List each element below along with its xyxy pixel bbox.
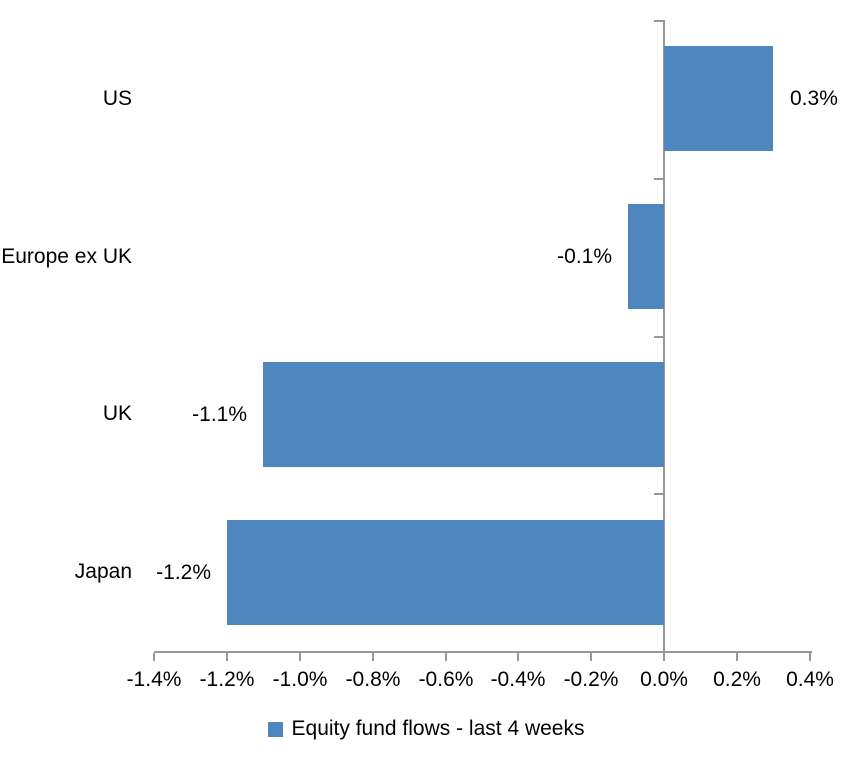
x-tick-label: 0.0% [640,668,688,691]
x-tick-mark [809,653,811,661]
category-label: US [102,87,132,110]
bar-value-label: 0.3% [790,87,838,110]
x-tick-mark [663,653,665,661]
bar [263,362,664,467]
bar [628,204,664,309]
bar-value-label: -1.2% [156,561,211,584]
category-label: Japan [74,560,132,583]
x-tick-label: -0.8% [345,668,401,691]
bar [227,520,664,625]
category-label: UK [102,402,132,425]
x-tick-label: -0.2% [563,668,619,691]
category-axis-line [663,20,665,660]
x-tick-mark [153,653,155,661]
x-tick-label: -1.2% [199,668,255,691]
bar-value-label: -1.1% [192,403,247,426]
x-tick-mark [736,653,738,661]
category-tick-mark [654,336,663,338]
x-tick-mark [517,653,519,661]
x-tick-mark [226,653,228,661]
x-tick-mark [299,653,301,661]
x-tick-mark [590,653,592,661]
value-axis-line [154,651,812,653]
legend: Equity fund flows - last 4 weeks [0,716,852,742]
x-tick-label: 0.4% [786,668,834,691]
category-tick-mark [654,20,663,22]
legend-series-label: Equity fund flows - last 4 weeks [291,717,585,740]
bar [664,46,773,151]
x-tick-mark [445,653,447,661]
category-label: Europe ex UK [1,245,132,268]
x-tick-label: -1.4% [126,668,182,691]
bar-value-label: -0.1% [557,245,612,268]
category-tick-mark [654,178,663,180]
x-tick-label: 0.2% [713,668,761,691]
category-tick-mark [654,493,663,495]
legend-series-swatch-icon [267,721,283,737]
x-tick-mark [372,653,374,661]
x-tick-label: -0.4% [490,668,546,691]
x-tick-label: -1.0% [272,668,328,691]
x-tick-label: -0.6% [418,668,474,691]
